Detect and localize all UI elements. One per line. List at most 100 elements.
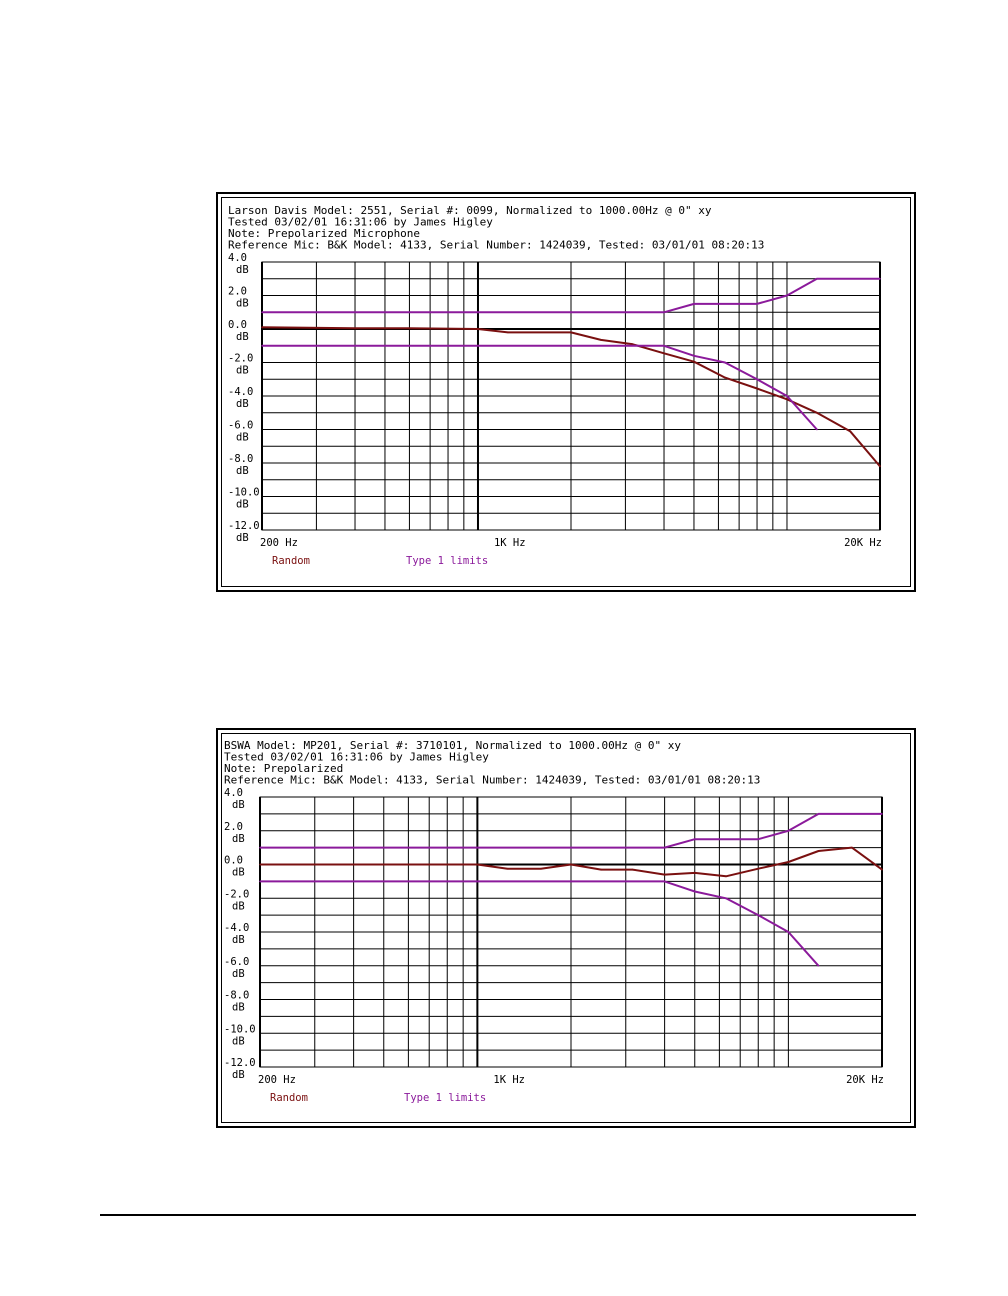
y-tick-unit-label: dB (232, 934, 245, 946)
x-tick-label: 1K Hz (493, 1074, 525, 1086)
chart-header-line: Reference Mic: B&K Model: 4133, Serial N… (228, 239, 764, 252)
data-point (817, 964, 820, 967)
data-point (817, 850, 820, 852)
data-point (352, 863, 355, 866)
x-tick-label: 20K Hz (846, 1074, 884, 1086)
y-tick-unit-label: dB (232, 867, 245, 879)
y-tick-unit-label: dB (232, 1069, 245, 1081)
data-point (756, 387, 758, 390)
data-point (816, 428, 818, 431)
data-point (506, 867, 509, 870)
data-point (693, 838, 696, 840)
data-point (851, 846, 853, 849)
y-tick-label: 2.0 (228, 286, 247, 298)
chart-header-line: Note: Prepolarized Microphone (228, 227, 420, 240)
y-tick-label: -6.0 (228, 420, 253, 432)
data-point (725, 897, 727, 900)
x-tick-label: 200 Hz (258, 1074, 296, 1086)
data-point (786, 398, 788, 401)
data-point (693, 303, 695, 305)
data-point (879, 277, 881, 280)
data-point (663, 873, 666, 876)
data-point (259, 880, 261, 883)
chart-header-line: Larson Davis Model: 2551, Serial #: 0099… (228, 204, 712, 217)
data-point (693, 872, 696, 874)
data-point (570, 331, 572, 334)
data-point (786, 294, 788, 297)
data-point (787, 829, 790, 832)
y-tick-unit-label: dB (232, 900, 245, 912)
data-point (261, 326, 263, 329)
y-tick-label: -4.0 (224, 922, 249, 934)
data-point (725, 875, 727, 878)
data-point (261, 344, 263, 347)
legend-random: Random (272, 555, 310, 567)
data-point (756, 378, 758, 381)
chart-header-line: BSWA Model: MP201, Serial #: 3710101, No… (224, 739, 681, 752)
y-tick-unit-label: dB (236, 398, 249, 410)
legend-random: Random (270, 1092, 308, 1104)
y-tick-label: -4.0 (228, 386, 253, 398)
data-point (787, 861, 790, 863)
y-tick-unit-label: dB (232, 968, 245, 980)
frequency-response-chart-2: BSWA Model: MP201, Serial #: 3710101, No… (224, 739, 884, 1104)
data-point (724, 361, 726, 364)
y-tick-label: 0.0 (224, 855, 243, 867)
y-tick-unit-label: dB (236, 499, 249, 511)
x-tick-label: 1K Hz (494, 537, 526, 549)
type1-lower-limit-line (262, 344, 818, 431)
data-point (786, 395, 788, 397)
data-point (693, 355, 695, 357)
y-tick-unit-label: dB (232, 1002, 245, 1014)
data-point (693, 360, 695, 363)
random-response-line (260, 846, 883, 878)
data-point (663, 846, 666, 849)
y-tick-label: 2.0 (224, 821, 243, 833)
y-tick-label: -10.0 (224, 1023, 256, 1035)
data-point (693, 890, 696, 893)
data-point (663, 880, 666, 883)
frequency-response-chart-1: Larson Davis Model: 2551, Serial #: 0099… (228, 204, 882, 567)
legend-type1-limits: Type 1 limits (404, 1092, 486, 1104)
y-tick-label: 0.0 (228, 319, 247, 331)
data-point (408, 327, 411, 329)
data-point (879, 465, 881, 468)
footer-rule (100, 1214, 916, 1216)
data-point (259, 863, 261, 866)
chart-header-line: Reference Mic: B&K Model: 4133, Serial N… (224, 774, 760, 787)
chart-header-line: Note: Prepolarized (224, 762, 343, 775)
y-tick-label: -10.0 (228, 487, 260, 499)
data-point (354, 327, 356, 329)
chart-header-line: Tested 03/02/01 16:31:06 by James Higley (224, 751, 489, 764)
y-tick-label: -8.0 (228, 453, 253, 465)
plot-area-frame (259, 796, 883, 1068)
data-point (757, 838, 760, 840)
y-tick-unit-label: dB (236, 365, 249, 377)
y-tick-unit-label: dB (236, 298, 249, 310)
data-point (261, 311, 263, 314)
y-tick-label: -2.0 (224, 888, 249, 900)
y-tick-label: -12.0 (224, 1057, 256, 1069)
y-tick-unit-label: dB (236, 264, 249, 276)
data-point (787, 931, 790, 933)
y-tick-unit-label: dB (236, 331, 249, 343)
data-point (663, 311, 665, 314)
data-point (477, 328, 479, 330)
data-point (881, 813, 883, 815)
chart-panel-1-inner-border (221, 197, 911, 587)
y-tick-label: -8.0 (224, 990, 249, 1002)
random-response-line (261, 326, 881, 468)
data-point (816, 411, 818, 414)
y-tick-label: -2.0 (228, 353, 253, 365)
y-tick-unit-label: dB (232, 1035, 245, 1047)
y-tick-label: -12.0 (228, 520, 260, 532)
data-point (631, 868, 634, 871)
data-point (663, 344, 665, 347)
y-tick-unit-label: dB (232, 799, 245, 811)
data-point (570, 863, 572, 866)
data-point (600, 868, 602, 871)
data-point (757, 867, 760, 870)
data-point (817, 813, 820, 815)
data-point (849, 430, 851, 432)
y-tick-unit-label: dB (236, 465, 249, 477)
